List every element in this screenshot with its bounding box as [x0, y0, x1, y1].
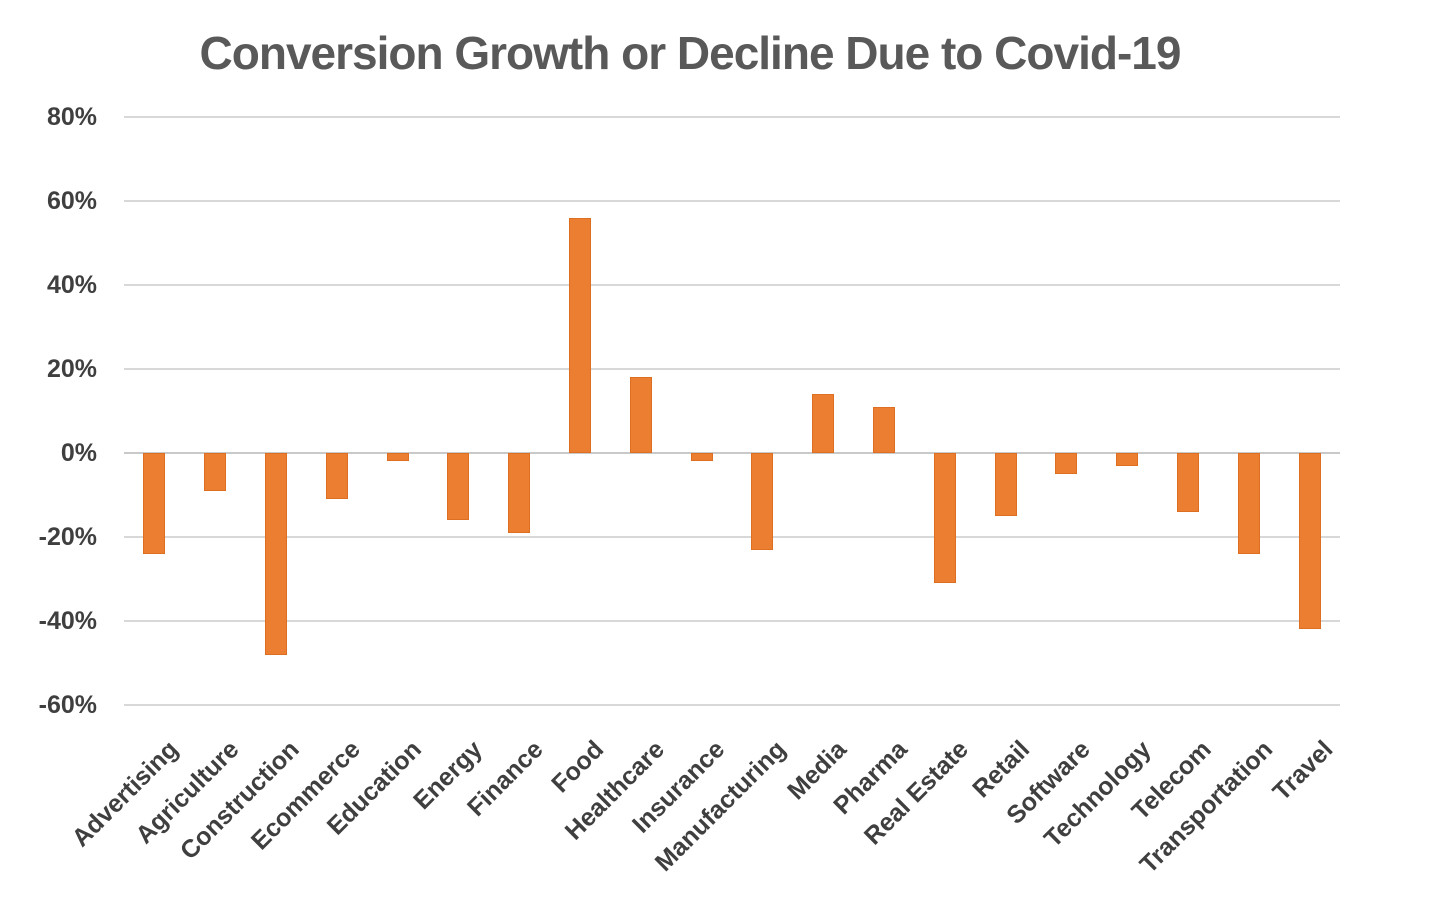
y-axis-tick-label: -20% — [38, 523, 97, 551]
y-axis-tick-label: -40% — [38, 607, 97, 635]
bar-technology — [1116, 453, 1139, 466]
bar-ecommerce — [325, 453, 348, 500]
bar-real-estate — [933, 453, 956, 584]
bar-pharma — [873, 406, 895, 453]
bar-media — [812, 394, 835, 453]
bar-construction — [265, 453, 287, 655]
bar-agriculture — [204, 453, 227, 491]
y-axis-tick-label: 40% — [46, 271, 97, 299]
gridline — [124, 620, 1340, 622]
bar-telecom — [1177, 453, 1199, 512]
bar-healthcare — [629, 377, 652, 453]
bar-education — [386, 453, 409, 462]
chart-title: Conversion Growth or Decline Due to Covi… — [199, 27, 1182, 79]
y-axis-tick-label: 20% — [46, 355, 97, 383]
x-axis-tick-label: Travel — [1267, 735, 1339, 807]
bar-energy — [447, 453, 470, 521]
bar-insurance — [690, 453, 713, 462]
bar-finance — [508, 453, 531, 533]
gridline — [124, 200, 1340, 202]
y-axis-tick-label: 80% — [46, 103, 97, 131]
gridline — [124, 536, 1340, 538]
y-axis-tick-label: 60% — [46, 187, 97, 215]
gridline — [124, 704, 1340, 706]
zero-gridline — [124, 452, 1340, 454]
bar-advertising — [143, 453, 166, 554]
bar-software — [1055, 453, 1078, 474]
bar-retail — [994, 453, 1017, 516]
bar-travel — [1298, 453, 1321, 630]
y-axis-tick-label: -60% — [38, 691, 97, 719]
gridline — [124, 116, 1340, 118]
bar-food — [569, 217, 591, 453]
y-axis-tick-label: 0% — [60, 439, 97, 467]
gridline — [124, 368, 1340, 370]
bar-transportation — [1237, 453, 1260, 554]
gridline — [124, 284, 1340, 286]
bar-manufacturing — [751, 453, 774, 550]
